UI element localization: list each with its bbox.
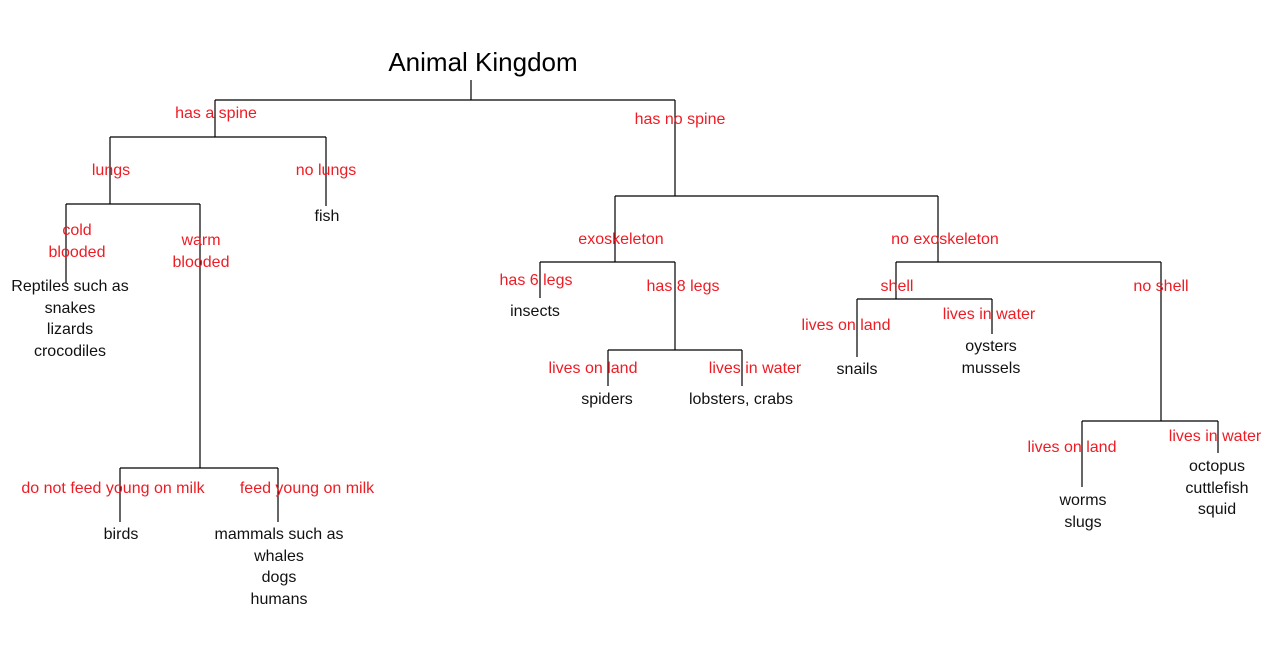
edge-spider-land: lives on land bbox=[548, 360, 638, 377]
edge-lungs: lungs bbox=[91, 162, 131, 179]
edge-milk: feed young on milk bbox=[239, 480, 375, 497]
leaf-insects: insects bbox=[510, 303, 560, 320]
edge-no-shell: no shell bbox=[1133, 278, 1189, 295]
leaf-snails: snails bbox=[836, 361, 878, 378]
leaf-spiders: spiders bbox=[581, 391, 633, 408]
leaf-reptiles: Reptiles such as snakes lizards crocodiles bbox=[11, 278, 129, 360]
edge-noshell-water: lives in water bbox=[1168, 428, 1262, 445]
edge-no-exoskeleton: no exoskeleton bbox=[891, 231, 999, 248]
edge-no-milk: do not feed young on milk bbox=[21, 480, 205, 497]
edge-warm-blooded: warm blooded bbox=[172, 232, 230, 271]
edge-eight-legs: has 8 legs bbox=[646, 278, 720, 295]
edge-six-legs: has 6 legs bbox=[499, 272, 573, 289]
edge-has-spine: has a spine bbox=[175, 105, 257, 122]
edge-spider-water: lives in water bbox=[708, 360, 802, 377]
edge-no-spine: has no spine bbox=[634, 111, 726, 128]
leaf-oysters: oysters mussels bbox=[961, 338, 1021, 377]
diagram-title: Animal Kingdom bbox=[388, 47, 578, 77]
leaf-mammals: mammals such as whales dogs humans bbox=[214, 526, 344, 608]
leaf-octopus: octopus cuttlefish squid bbox=[1185, 458, 1249, 518]
edge-no-lungs: no lungs bbox=[295, 162, 357, 179]
edge-exoskeleton: exoskeleton bbox=[578, 231, 664, 248]
edge-noshell-land: lives on land bbox=[1027, 439, 1117, 456]
leaf-worms: worms slugs bbox=[1059, 492, 1107, 531]
leaf-birds: birds bbox=[103, 526, 139, 543]
edge-shell-water: lives in water bbox=[942, 306, 1036, 323]
edge-shell: shell bbox=[880, 278, 914, 295]
leaf-lobsters: lobsters, crabs bbox=[688, 391, 794, 408]
edge-cold-blooded: cold blooded bbox=[48, 222, 106, 261]
leaf-fish: fish bbox=[314, 208, 340, 225]
edge-shell-land: lives on land bbox=[801, 317, 891, 334]
